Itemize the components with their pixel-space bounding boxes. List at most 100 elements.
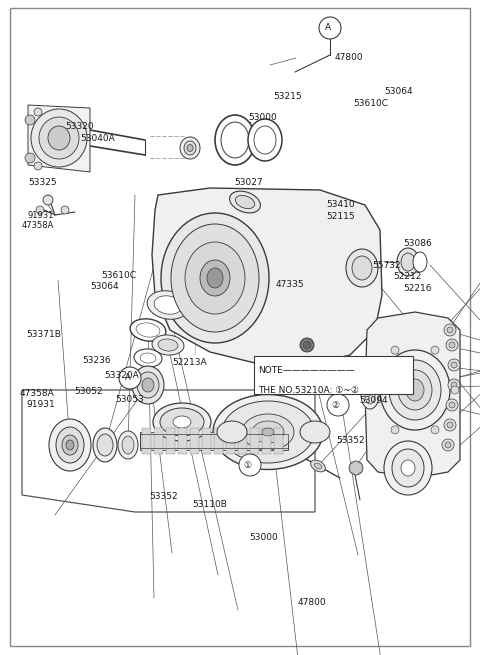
Circle shape <box>43 195 53 205</box>
Circle shape <box>363 381 377 395</box>
Ellipse shape <box>160 408 204 436</box>
Text: 53086: 53086 <box>403 239 432 248</box>
Bar <box>274 428 283 454</box>
Ellipse shape <box>314 463 322 469</box>
Ellipse shape <box>154 296 182 314</box>
Polygon shape <box>350 461 362 475</box>
Ellipse shape <box>187 145 193 151</box>
Text: 47335: 47335 <box>276 280 305 290</box>
Text: 53320: 53320 <box>65 122 94 131</box>
Text: 53236: 53236 <box>83 356 111 365</box>
Ellipse shape <box>180 137 200 159</box>
Ellipse shape <box>152 335 184 355</box>
Ellipse shape <box>134 349 162 367</box>
Ellipse shape <box>158 339 178 351</box>
Ellipse shape <box>221 122 249 158</box>
Text: 53610C: 53610C <box>101 271 136 280</box>
Polygon shape <box>120 142 465 488</box>
Bar <box>142 428 151 454</box>
Bar <box>254 356 413 394</box>
Text: 53325: 53325 <box>28 178 57 187</box>
Ellipse shape <box>389 360 441 420</box>
Ellipse shape <box>39 117 79 159</box>
Ellipse shape <box>137 372 159 398</box>
Circle shape <box>119 367 141 389</box>
Text: 47800: 47800 <box>298 598 326 607</box>
Ellipse shape <box>406 379 424 401</box>
Ellipse shape <box>398 370 432 410</box>
Circle shape <box>61 206 69 214</box>
Circle shape <box>451 382 457 388</box>
Ellipse shape <box>49 419 91 471</box>
Circle shape <box>442 439 454 451</box>
Circle shape <box>349 461 363 475</box>
Ellipse shape <box>392 449 424 487</box>
Ellipse shape <box>217 421 247 443</box>
Text: 53110B: 53110B <box>192 500 227 509</box>
Ellipse shape <box>136 323 160 337</box>
Circle shape <box>327 394 349 416</box>
Text: 53040A: 53040A <box>81 134 115 143</box>
Ellipse shape <box>153 403 211 441</box>
Bar <box>166 428 175 454</box>
Ellipse shape <box>300 421 330 443</box>
Bar <box>202 428 211 454</box>
Ellipse shape <box>235 195 254 208</box>
Circle shape <box>25 153 35 163</box>
Polygon shape <box>364 381 376 395</box>
Circle shape <box>445 442 451 448</box>
Circle shape <box>451 362 457 368</box>
Text: THE NO.53210A: ①~②: THE NO.53210A: ①~② <box>258 386 360 396</box>
Ellipse shape <box>346 249 378 287</box>
Text: 53000: 53000 <box>250 533 278 542</box>
Polygon shape <box>22 390 315 512</box>
Ellipse shape <box>401 460 415 476</box>
Bar <box>190 428 199 454</box>
Circle shape <box>34 162 42 170</box>
Text: 55732: 55732 <box>372 261 401 270</box>
Text: 52216: 52216 <box>403 284 432 293</box>
Circle shape <box>239 454 261 476</box>
Polygon shape <box>365 312 460 478</box>
Ellipse shape <box>397 248 419 276</box>
Polygon shape <box>300 339 314 351</box>
Circle shape <box>444 324 456 336</box>
Ellipse shape <box>384 441 432 495</box>
Text: A: A <box>125 373 131 383</box>
Text: 53610C: 53610C <box>353 99 388 108</box>
Ellipse shape <box>361 381 379 409</box>
Circle shape <box>451 386 459 394</box>
Text: 91931: 91931 <box>28 210 54 219</box>
Ellipse shape <box>365 386 375 404</box>
Text: 53064: 53064 <box>90 282 119 291</box>
Bar <box>262 428 271 454</box>
Ellipse shape <box>185 242 245 314</box>
Circle shape <box>444 419 456 431</box>
Ellipse shape <box>222 401 314 463</box>
Text: 53352: 53352 <box>336 436 365 445</box>
Text: 52212: 52212 <box>394 272 422 281</box>
Circle shape <box>448 379 460 391</box>
Bar <box>154 428 163 454</box>
Ellipse shape <box>248 119 282 161</box>
Ellipse shape <box>140 353 156 363</box>
Ellipse shape <box>130 319 166 341</box>
Text: 47800: 47800 <box>335 54 364 62</box>
Ellipse shape <box>242 414 294 450</box>
Text: 47358A: 47358A <box>19 388 54 398</box>
Ellipse shape <box>132 366 164 404</box>
Text: A: A <box>325 24 331 33</box>
Text: 53064: 53064 <box>384 87 413 96</box>
Bar <box>140 434 288 448</box>
Ellipse shape <box>97 434 113 456</box>
Text: 47358A: 47358A <box>22 221 54 229</box>
Ellipse shape <box>215 115 255 165</box>
Ellipse shape <box>213 394 323 470</box>
Text: 53352: 53352 <box>149 492 178 501</box>
Circle shape <box>371 386 379 394</box>
Text: 53371B: 53371B <box>26 329 61 339</box>
Ellipse shape <box>352 256 372 280</box>
Circle shape <box>25 115 35 125</box>
Polygon shape <box>28 105 90 172</box>
Ellipse shape <box>200 260 230 296</box>
